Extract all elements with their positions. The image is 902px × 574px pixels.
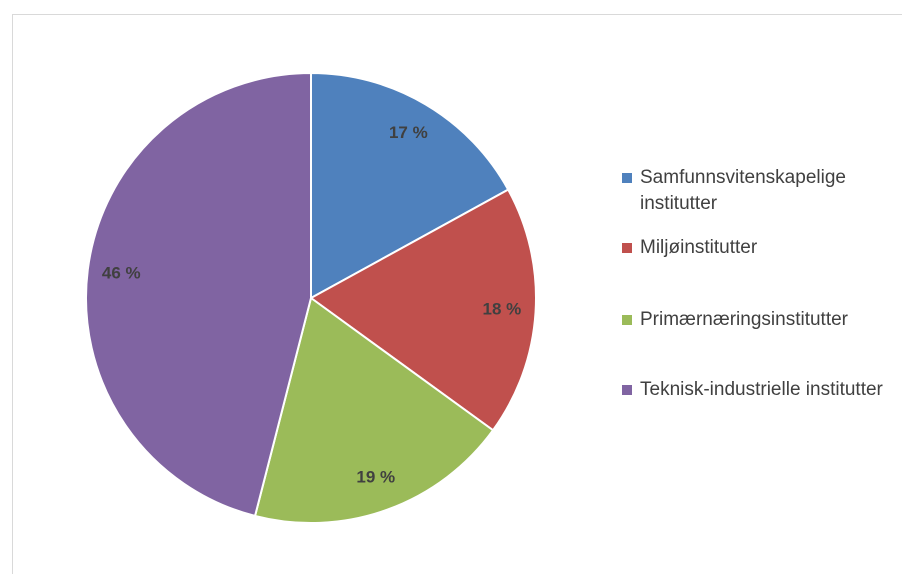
legend-item: Teknisk-industrielle institutter — [622, 377, 890, 403]
data-label: 46 % — [102, 264, 141, 283]
legend-swatch — [622, 315, 632, 325]
pie-slice — [253, 296, 495, 524]
legend-label: Teknisk-industrielle institutter — [640, 379, 883, 400]
legend-item: Samfunnsvitenskapelige institutter — [622, 165, 890, 217]
legend-swatch — [622, 385, 632, 395]
legend-label: Miljøinstitutter — [640, 237, 758, 258]
legend-swatch — [622, 243, 632, 253]
data-label: 17 % — [389, 123, 428, 142]
legend-swatch — [622, 173, 632, 183]
legend-label: Samfunnsvitenskapelige institutter — [640, 167, 846, 214]
pie-slice — [310, 71, 510, 300]
data-label: 18 % — [482, 299, 521, 318]
legend-label: Primærnæringsinstitutter — [640, 309, 848, 330]
pie-slice — [85, 71, 312, 518]
legend-item: Primærnæringsinstitutter — [622, 307, 890, 333]
pie-slice — [309, 188, 537, 432]
chart-frame — [12, 14, 902, 574]
legend-item: Miljøinstitutter — [622, 235, 890, 261]
data-label: 19 % — [356, 467, 395, 486]
